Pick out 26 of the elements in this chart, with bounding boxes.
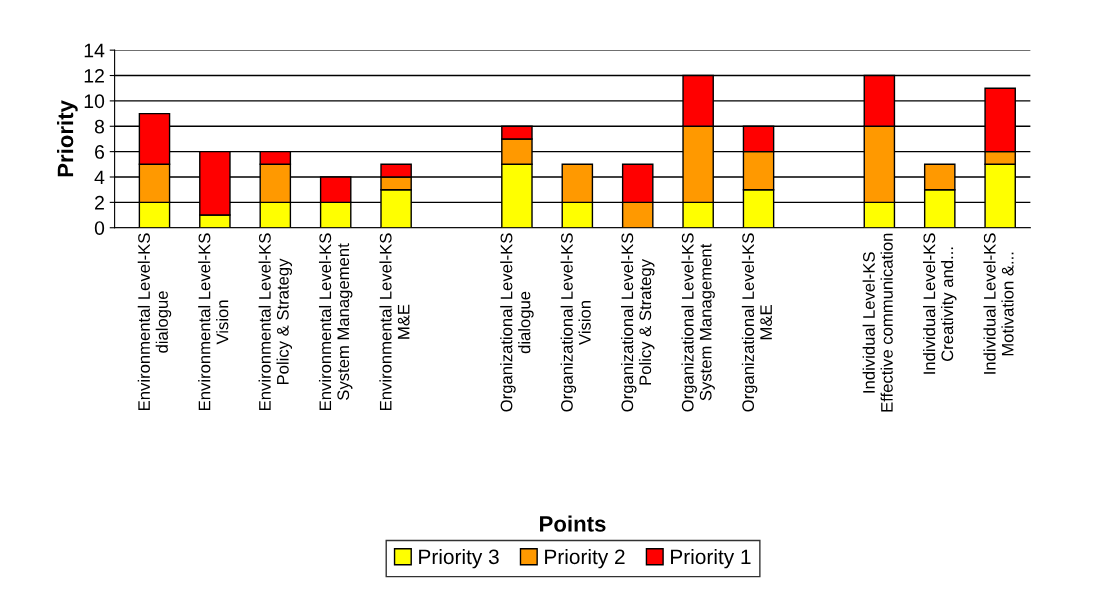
legend-label: Priority 2 <box>545 548 625 569</box>
x-tick-label: Organizational Level-KS Vision <box>560 233 591 412</box>
x-tick-label: Environmental Level-KS Policy & Strategy <box>258 233 293 411</box>
x-tick-label: Individual Level-KS Effective communication <box>862 233 893 412</box>
x-tick-label: Individual Level-KS Motivation &... <box>983 233 1014 374</box>
x-tick-label: Environmental Level-KS Vision <box>198 233 229 411</box>
x-tick-label: Environmental Level-KS M&E <box>379 233 410 411</box>
y-tick-label: 14 <box>84 43 105 58</box>
legend-label: Priority 3 <box>419 548 499 569</box>
x-tick-label: Organizational Level-KS dialogue <box>500 233 534 412</box>
x-tick-label: Organizational Level-KS M&E <box>741 233 772 412</box>
x-tick-label: Organizational Level-KS System Management <box>681 233 715 412</box>
y-tick-label: 4 <box>94 170 105 185</box>
y-tick-label: 2 <box>95 195 104 210</box>
x-tick-label: Environmental Level-KS System Management <box>318 233 353 411</box>
y-tick-label: 12 <box>84 68 104 83</box>
y-tick-label: 8 <box>94 119 105 134</box>
y-tick-label: 0 <box>94 221 105 235</box>
x-tick-label: Individual Level-KS Creativity and... <box>923 233 957 374</box>
x-tick-label: Environmental Level-KS dialogue <box>137 233 172 411</box>
y-axis-title: Priority <box>56 100 78 177</box>
x-tick-label: Organizational Level-KS Policy & Strategy <box>620 233 655 412</box>
y-tick-label: 6 <box>95 145 105 159</box>
legend-label: Priority 1 <box>671 548 751 569</box>
y-tick-label: 10 <box>84 94 105 109</box>
x-axis-title: Points <box>540 515 606 532</box>
